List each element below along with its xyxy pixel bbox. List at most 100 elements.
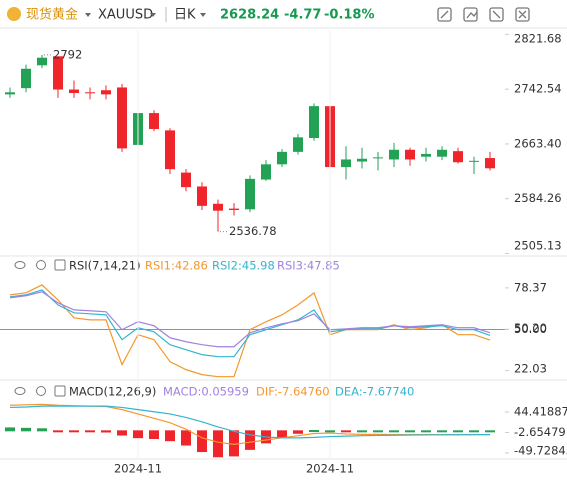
histogram-bar <box>309 430 319 433</box>
candle-body <box>373 157 383 159</box>
candle-body <box>21 68 31 89</box>
candle-body <box>437 149 447 157</box>
candle-body <box>213 203 223 211</box>
histogram-bar <box>133 430 143 439</box>
candle-body <box>101 90 111 95</box>
candle-body <box>197 186 207 206</box>
histogram-bar <box>37 428 47 432</box>
y-tick-label: 78.37 <box>514 280 547 294</box>
price: 2628.24 <box>220 8 279 23</box>
candle-body <box>309 106 319 138</box>
histogram-bar <box>357 430 367 433</box>
histogram-bar <box>53 430 63 433</box>
candle-body <box>117 87 127 149</box>
histogram-bar <box>437 430 447 433</box>
tool-icon[interactable] <box>489 7 504 22</box>
y-tick-label: 22.03 <box>514 362 547 376</box>
candle-body <box>469 160 479 162</box>
high-label: 2792 <box>53 47 82 61</box>
symbol[interactable]: XAUUSD <box>98 8 153 23</box>
box-icon[interactable] <box>54 385 66 397</box>
gear-icon[interactable] <box>36 260 46 270</box>
candle-body <box>341 159 351 168</box>
histogram-bar <box>485 430 495 433</box>
caret[interactable] <box>150 13 156 17</box>
y-tick-label: -49.72845 <box>514 444 567 458</box>
candle-body <box>181 172 191 188</box>
candle-body <box>293 137 303 152</box>
candle-body <box>453 151 463 163</box>
histogram-bar <box>117 430 127 436</box>
candle-body <box>357 158 367 162</box>
histogram-bar <box>469 430 479 433</box>
y-tick-label: 2584.26 <box>514 191 562 205</box>
legend-entry: DEA:-7.67740 <box>335 385 414 399</box>
gold-icon <box>7 7 21 21</box>
histogram-bar <box>101 430 111 433</box>
histogram-bar <box>325 430 335 433</box>
y-tick-label: 2742.54 <box>514 82 562 96</box>
panel-icons <box>14 259 66 397</box>
rsi-title: RSI(7,14,21) <box>69 259 141 273</box>
tool-icon[interactable] <box>515 7 530 22</box>
histogram-bar <box>373 430 383 433</box>
legend-entry: RSI1:42.86 <box>145 259 208 273</box>
gear-icon[interactable] <box>36 386 46 396</box>
toolbar <box>437 7 530 22</box>
x-tick-label: 2024-11 <box>114 462 162 476</box>
candle-body <box>229 208 239 210</box>
legend-entry: DIF:-7.64760 <box>256 385 330 399</box>
histogram-bar <box>213 430 223 458</box>
caret[interactable] <box>85 13 91 17</box>
candle-body <box>485 158 495 169</box>
histogram-bar <box>293 430 303 434</box>
histogram-bar <box>229 430 239 457</box>
line <box>9 284 491 378</box>
candle-body <box>165 130 175 170</box>
histogram-bar <box>165 430 175 442</box>
y-tick-label: 2663.40 <box>514 136 562 150</box>
histogram-bar <box>341 430 351 433</box>
caret[interactable] <box>200 13 206 17</box>
candle-body <box>277 151 287 165</box>
histogram-bar <box>245 430 255 450</box>
candle-body <box>69 89 79 93</box>
tool-icon[interactable] <box>463 7 478 22</box>
eye-icon[interactable] <box>14 387 26 395</box>
instrument-name[interactable]: 现货黄金 <box>26 7 78 23</box>
change: -4.77 <box>284 8 321 23</box>
low-label: 2536.78 <box>229 224 277 238</box>
histogram-bar <box>389 430 399 433</box>
histogram-bar <box>5 427 15 432</box>
histogram-bar <box>85 430 95 433</box>
change-pct: -0.18% <box>324 8 375 23</box>
tool-glyph <box>440 10 527 19</box>
legend-entry: RSI3:47.85 <box>277 259 340 273</box>
candle-body <box>37 57 47 66</box>
candle-body <box>405 149 415 160</box>
x-tick-label: 2024-11 <box>306 462 354 476</box>
macd-title: MACD(12,26,9) <box>69 385 156 399</box>
box-icon[interactable] <box>54 259 66 271</box>
histogram-bar <box>69 430 79 433</box>
histogram-bar <box>149 430 159 440</box>
tool-icon[interactable] <box>437 7 452 22</box>
y-tick-label: -2.65479 <box>514 425 566 439</box>
y-tick-label: 50.20 <box>514 321 547 335</box>
y-tick-label: 2505.13 <box>514 239 562 253</box>
candle-body <box>149 113 159 129</box>
candle-body <box>53 56 63 90</box>
candle-body <box>261 164 271 180</box>
candle-body <box>85 92 95 94</box>
candle-body <box>389 149 399 160</box>
line <box>9 291 491 348</box>
line <box>9 289 491 358</box>
legend-entry: RSI2:45.98 <box>212 259 275 273</box>
eye-icon[interactable] <box>14 261 26 269</box>
y-tick-label: 2821.68 <box>514 32 562 46</box>
candle-body <box>421 153 431 157</box>
histogram-bar <box>453 430 463 433</box>
period[interactable]: 日K <box>174 8 196 23</box>
